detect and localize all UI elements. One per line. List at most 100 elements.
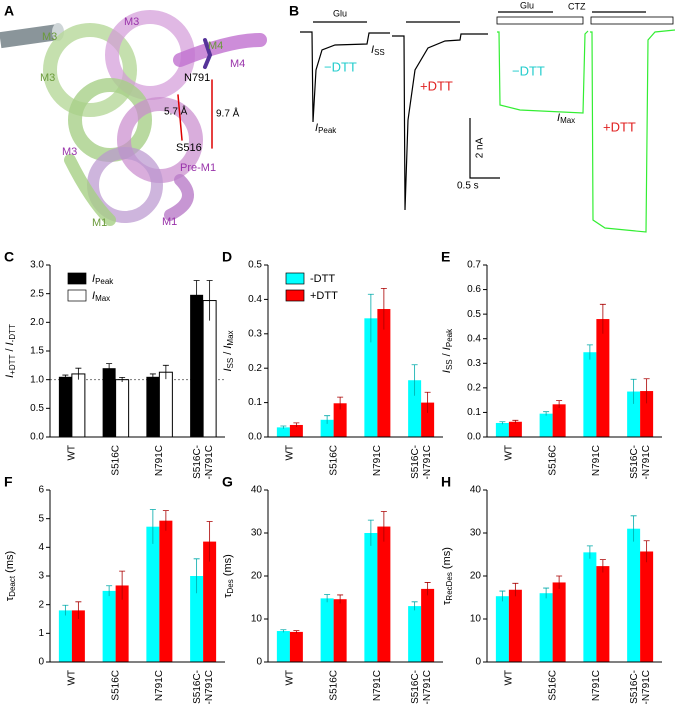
y-tick-label: 2 bbox=[38, 599, 44, 610]
text-part: I bbox=[92, 290, 95, 302]
bar bbox=[627, 391, 641, 437]
axis bbox=[486, 265, 662, 438]
y-tick-label: 20 bbox=[470, 571, 482, 582]
text-part: Max bbox=[95, 294, 110, 303]
error-bar bbox=[630, 378, 637, 404]
legend-swatch bbox=[67, 289, 87, 302]
y-axis-label: τDes (ms) bbox=[222, 554, 235, 598]
text-part: I bbox=[92, 273, 95, 285]
bar bbox=[320, 419, 334, 437]
x-tick-label: S516C bbox=[547, 670, 558, 701]
text-part: I bbox=[557, 112, 560, 124]
y-tick-label: 0.3 bbox=[467, 358, 481, 369]
bar bbox=[146, 376, 160, 437]
helix-label: Pre-M1 bbox=[180, 162, 216, 174]
error-bar bbox=[149, 509, 156, 544]
bar bbox=[364, 318, 378, 437]
panel-label: B bbox=[289, 3, 299, 19]
x-tick-label: WT bbox=[504, 670, 515, 686]
current-label: IMax bbox=[557, 112, 575, 125]
error-bar bbox=[62, 604, 69, 616]
x-tick-label: S516C- bbox=[629, 445, 640, 479]
error-bar bbox=[337, 396, 344, 410]
y-tick-label: 0.6 bbox=[467, 284, 481, 295]
error-bar bbox=[206, 280, 213, 321]
bar bbox=[320, 598, 334, 662]
x-tick-label: WT bbox=[504, 445, 515, 461]
residue-label: N791 bbox=[184, 72, 210, 84]
y-tick-label: 40 bbox=[251, 485, 263, 496]
bar bbox=[115, 585, 129, 662]
bar bbox=[421, 402, 435, 437]
y-tick-label: 0 bbox=[38, 657, 44, 668]
axis bbox=[267, 265, 443, 438]
bar bbox=[289, 424, 303, 437]
panel-label: D bbox=[222, 249, 232, 265]
text-part: Max bbox=[560, 116, 575, 125]
x-tick-label: WT bbox=[67, 445, 78, 461]
text-part: (ms) bbox=[4, 551, 16, 576]
error-bar bbox=[499, 590, 506, 602]
bar bbox=[377, 309, 391, 437]
bar bbox=[552, 404, 566, 437]
bar bbox=[58, 376, 72, 437]
y-tick-label: 0 bbox=[256, 657, 262, 668]
text-part: -DTT bbox=[8, 324, 17, 342]
bar bbox=[495, 596, 509, 662]
y-tick-label: 0 bbox=[475, 657, 481, 668]
bar bbox=[377, 526, 391, 662]
text-part: SS bbox=[445, 359, 454, 370]
text-part: / bbox=[4, 345, 16, 354]
x-tick-label: N791C bbox=[591, 445, 602, 476]
bar bbox=[289, 631, 303, 662]
helix-label: M3 bbox=[62, 146, 77, 158]
y-tick-label: 1.5 bbox=[30, 346, 44, 357]
y-tick-label: 6 bbox=[38, 485, 44, 496]
y-tick-label: 0.0 bbox=[30, 432, 44, 443]
error-bar bbox=[75, 367, 82, 380]
scale-label: 2 nA bbox=[475, 137, 486, 158]
text-part: I bbox=[441, 347, 453, 350]
x-tick-label: WT bbox=[67, 670, 78, 686]
bar bbox=[102, 590, 116, 662]
y-tick-label: 3.0 bbox=[30, 260, 44, 271]
error-bar bbox=[162, 364, 169, 380]
error-bar bbox=[586, 344, 593, 360]
y-tick-label: 5 bbox=[38, 513, 44, 524]
text-part: SS bbox=[374, 48, 385, 57]
error-bar bbox=[367, 293, 374, 343]
helix-label: M3 bbox=[124, 16, 139, 28]
scale-label: 0.5 s bbox=[457, 181, 479, 192]
text-part: I bbox=[315, 122, 318, 134]
bar bbox=[583, 552, 597, 662]
text-part: Peak bbox=[318, 126, 337, 135]
x-tick-label: WT bbox=[285, 670, 296, 686]
x-tick-label: -N791C bbox=[641, 670, 652, 704]
bar bbox=[627, 528, 641, 662]
bar bbox=[508, 589, 522, 662]
y-tick-label: 0.5 bbox=[467, 309, 481, 320]
x-tick-label: S516C bbox=[110, 670, 121, 701]
bar bbox=[333, 403, 347, 437]
error-bar bbox=[586, 545, 593, 559]
x-tick-label: S516C- bbox=[410, 445, 421, 479]
x-tick-label: S516C bbox=[328, 670, 339, 701]
x-tick-label: -N791C bbox=[422, 445, 433, 479]
x-tick-label: WT bbox=[285, 445, 296, 461]
y-tick-label: 0.0 bbox=[467, 432, 481, 443]
error-bar bbox=[367, 519, 374, 546]
bar bbox=[71, 610, 85, 662]
y-tick-label: 40 bbox=[470, 485, 482, 496]
y-tick-label: 20 bbox=[251, 571, 263, 582]
error-bar bbox=[380, 511, 387, 542]
bar bbox=[58, 610, 72, 662]
legend-swatch bbox=[285, 289, 305, 302]
text-part: Peak bbox=[445, 328, 454, 347]
condition-label: +DTT bbox=[420, 78, 453, 93]
text-part: I bbox=[222, 346, 234, 349]
error-bar bbox=[599, 559, 606, 573]
text-part: I bbox=[4, 342, 16, 345]
condition-label: −DTT bbox=[324, 59, 357, 74]
x-tick-label: S516C- bbox=[629, 670, 640, 704]
y-tick-label: 4 bbox=[38, 542, 44, 553]
